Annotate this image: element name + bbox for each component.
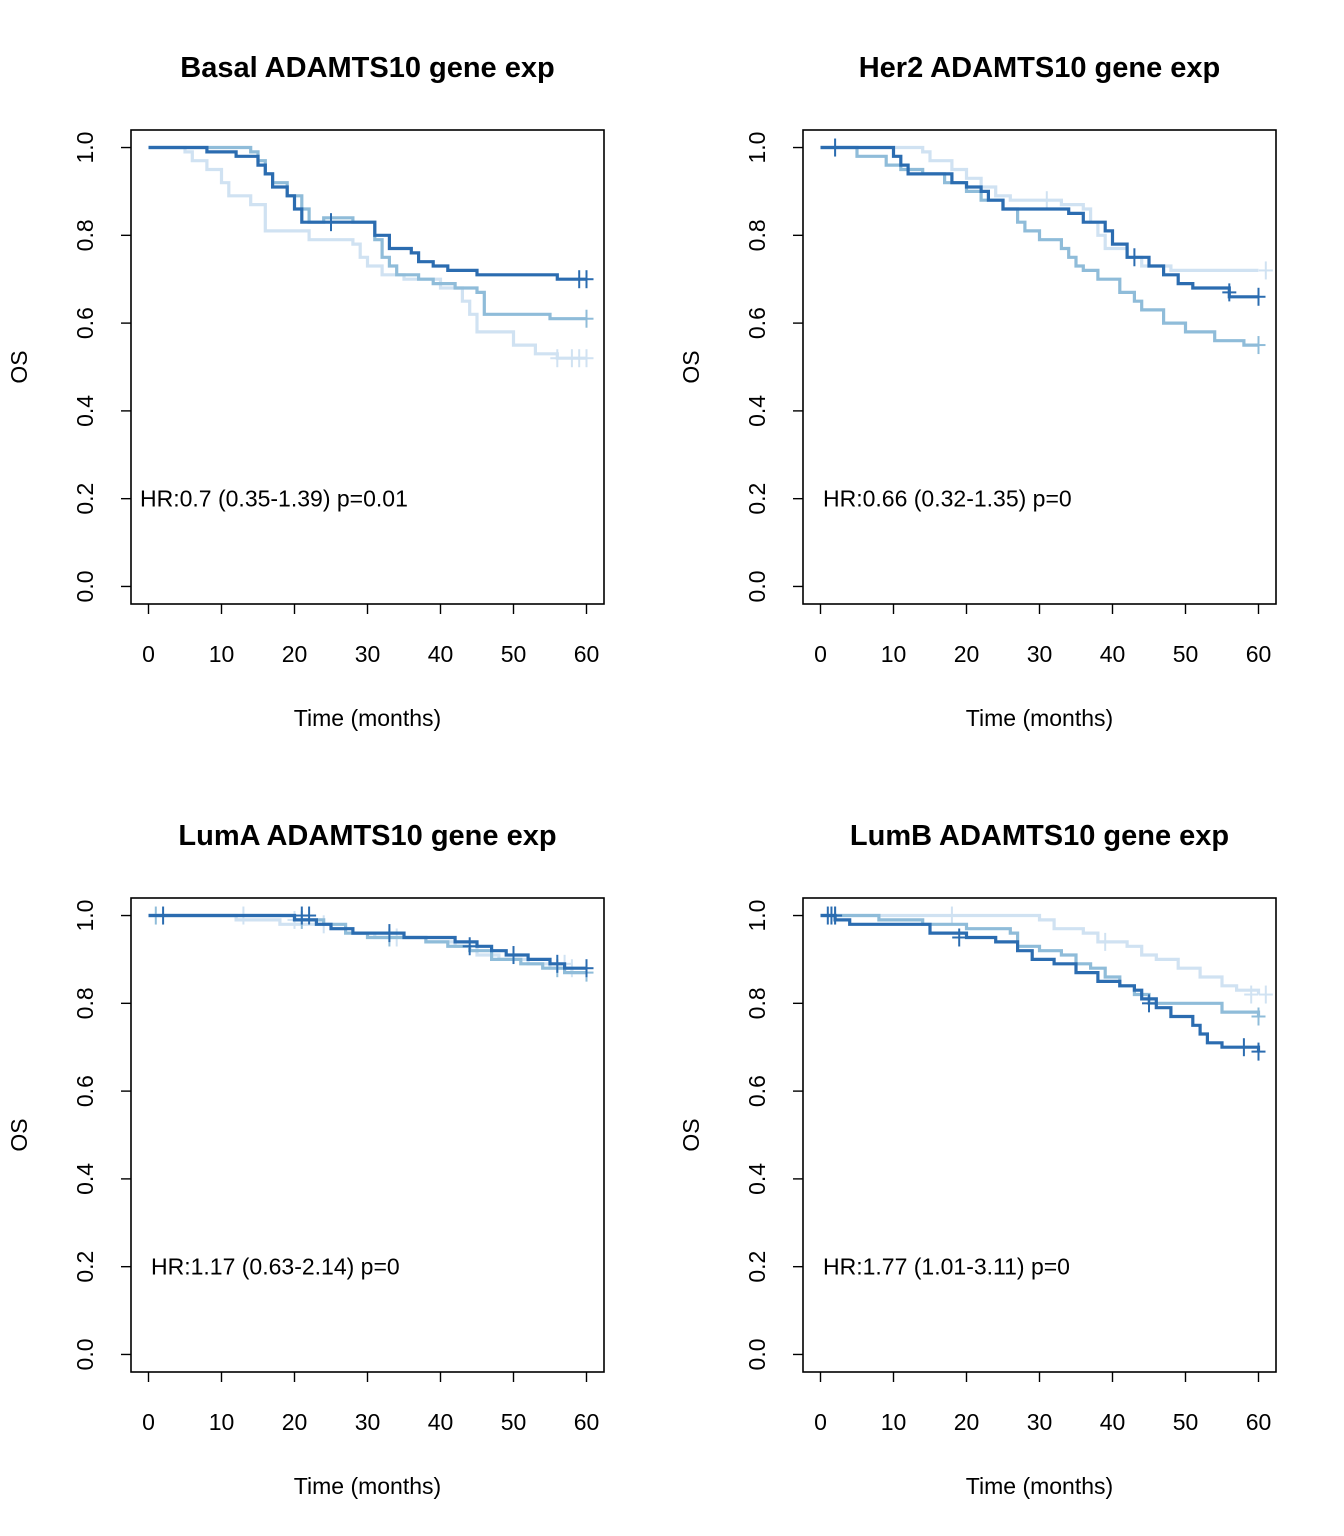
x-tick-label: 50 — [1173, 641, 1199, 667]
x-tick-label: 30 — [1027, 641, 1053, 667]
survival-curve — [148, 145, 587, 360]
hazard-ratio-annotation: HR:1.17 (0.63-2.14) p=0 — [151, 1254, 400, 1280]
chart-title: LumA ADAMTS10 gene exp — [178, 820, 556, 852]
x-tick-label: 40 — [428, 641, 454, 667]
x-tick-label: 0 — [142, 641, 155, 667]
y-tick-label: 1.0 — [744, 900, 770, 932]
plot-frame — [130, 129, 605, 605]
x-tick-label: 60 — [1246, 1409, 1272, 1435]
km-panel: Basal ADAMTS10 gene exp 0 10 20 30 40 50 60 0.0 0… — [6, 52, 605, 731]
hazard-ratio-annotation: HR:0.7 (0.35-1.39) p=0.01 — [140, 486, 408, 512]
x-tick-label: 10 — [209, 641, 235, 667]
x-tick-label: 10 — [881, 641, 907, 667]
chart-title: LumB ADAMTS10 gene exp — [850, 820, 1229, 852]
km-panel: LumB ADAMTS10 gene exp 0 10 20 30 40 50 60 0.0 0.… — [678, 820, 1277, 1499]
x-tick-label: 50 — [1173, 1409, 1199, 1435]
y-tick-label: 0.2 — [744, 1251, 770, 1283]
y-tick-label: 0.0 — [72, 1338, 98, 1370]
x-axis-label: Time (months) — [294, 1473, 441, 1499]
y-tick-label: 0.8 — [72, 219, 98, 251]
x-axis-label: Time (months) — [294, 705, 441, 731]
plot-frame — [802, 897, 1277, 1373]
y-tick-label: 0.2 — [72, 1251, 98, 1283]
x-tick-label: 0 — [814, 1409, 827, 1435]
y-tick-label: 0.0 — [744, 1338, 770, 1370]
x-tick-label: 30 — [355, 641, 381, 667]
x-tick-label: 60 — [1246, 641, 1272, 667]
km-panel: Her2 ADAMTS10 gene exp 0 10 20 30 40 50 60 0.0 0.… — [678, 52, 1277, 731]
hazard-ratio-annotation: HR:1.77 (1.01-3.11) p=0 — [823, 1254, 1070, 1280]
km-panel: LumA ADAMTS10 gene exp 0 10 20 30 40 50 60 0.0 0.… — [6, 820, 605, 1499]
plot-frame — [130, 897, 605, 1373]
x-tick-label: 20 — [282, 1409, 308, 1435]
y-tick-label: 0.8 — [744, 219, 770, 251]
x-tick-label: 10 — [881, 1409, 907, 1435]
y-tick-label: 1.0 — [744, 132, 770, 164]
survival-curve — [148, 913, 587, 975]
survival-curve — [148, 145, 587, 281]
y-tick-label: 0.8 — [744, 987, 770, 1019]
x-axis-label: Time (months) — [966, 1473, 1113, 1499]
survival-curve — [820, 913, 1261, 995]
y-tick-label: 1.0 — [72, 900, 98, 932]
y-tick-label: 0.4 — [72, 1163, 98, 1195]
survival-curve — [148, 913, 587, 970]
y-axis-label: OS — [678, 1118, 704, 1151]
x-tick-label: 20 — [282, 641, 308, 667]
chart-title: Her2 ADAMTS10 gene exp — [859, 52, 1221, 84]
y-tick-label: 0.6 — [744, 307, 770, 339]
survival-curve — [148, 145, 587, 321]
x-axis-label: Time (months) — [966, 705, 1113, 731]
x-tick-label: 10 — [209, 1409, 235, 1435]
x-tick-label: 40 — [1100, 641, 1126, 667]
y-tick-label: 0.4 — [744, 395, 770, 427]
survival-curve — [820, 913, 1261, 1052]
y-tick-label: 0.2 — [72, 483, 98, 515]
y-tick-label: 0.4 — [744, 1163, 770, 1195]
x-tick-label: 0 — [814, 641, 827, 667]
y-tick-label: 0.6 — [72, 1075, 98, 1107]
y-axis-label: OS — [678, 350, 704, 383]
y-tick-label: 0.6 — [72, 307, 98, 339]
x-tick-label: 0 — [142, 1409, 155, 1435]
hazard-ratio-annotation: HR:0.66 (0.32-1.35) p=0 — [823, 486, 1072, 512]
y-axis-label: OS — [6, 1118, 32, 1151]
x-tick-label: 30 — [355, 1409, 381, 1435]
x-tick-label: 50 — [501, 641, 527, 667]
y-tick-label: 0.0 — [744, 570, 770, 602]
x-tick-label: 20 — [954, 1409, 980, 1435]
x-tick-label: 40 — [428, 1409, 454, 1435]
y-tick-label: 0.0 — [72, 570, 98, 602]
chart-title: Basal ADAMTS10 gene exp — [180, 52, 554, 84]
y-tick-label: 0.6 — [744, 1075, 770, 1107]
x-tick-label: 60 — [574, 641, 600, 667]
y-tick-label: 0.2 — [744, 483, 770, 515]
y-tick-label: 0.8 — [72, 987, 98, 1019]
x-tick-label: 50 — [501, 1409, 527, 1435]
x-tick-label: 60 — [574, 1409, 600, 1435]
x-tick-label: 20 — [954, 641, 980, 667]
y-tick-label: 0.4 — [72, 395, 98, 427]
survival-curve — [820, 145, 1259, 347]
survival-curve — [820, 913, 1261, 1017]
survival-curve — [820, 145, 1259, 299]
y-tick-label: 1.0 — [72, 132, 98, 164]
x-tick-label: 40 — [1100, 1409, 1126, 1435]
x-tick-label: 30 — [1027, 1409, 1053, 1435]
y-axis-label: OS — [6, 350, 32, 383]
